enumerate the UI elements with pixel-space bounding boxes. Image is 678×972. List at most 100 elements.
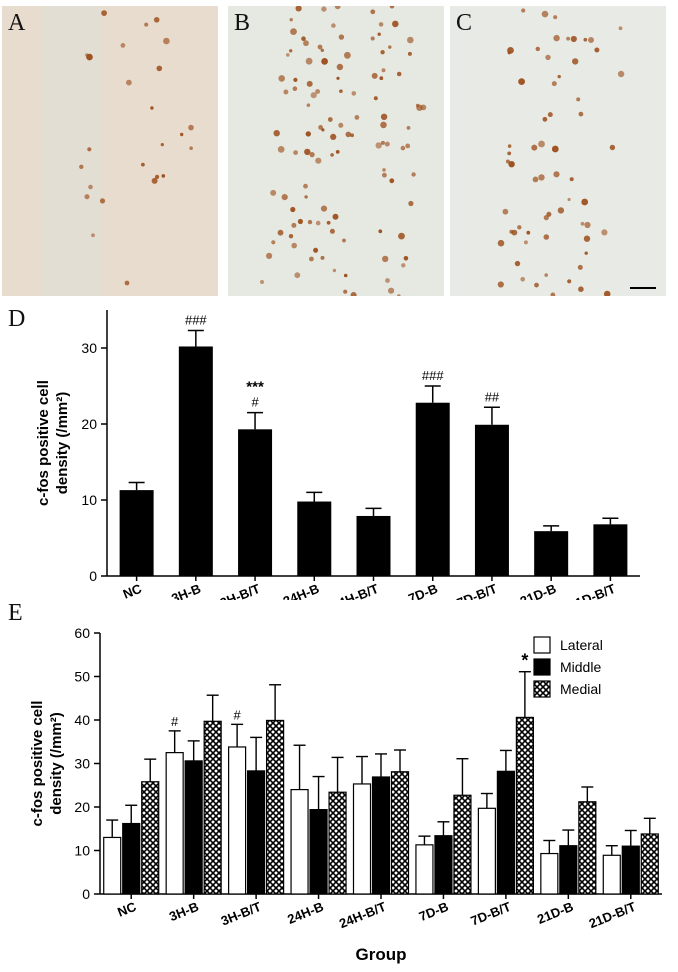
panel-label-b: B xyxy=(234,10,251,36)
legend-swatch-medial xyxy=(533,680,551,698)
bar xyxy=(356,515,391,576)
stained-cell xyxy=(332,268,337,273)
stained-cell xyxy=(377,32,381,36)
bar-lateral xyxy=(228,746,247,895)
bar-middle xyxy=(247,770,266,895)
stained-cell xyxy=(551,145,559,153)
stained-cell xyxy=(342,238,346,243)
stained-cell xyxy=(514,260,521,267)
stained-cell xyxy=(407,51,412,56)
stained-cell xyxy=(380,121,387,129)
legend-label-lateral: Lateral xyxy=(560,637,603,653)
stained-cell xyxy=(535,46,540,52)
stained-cell xyxy=(570,35,577,43)
stained-cell xyxy=(150,106,154,110)
stained-cell xyxy=(379,76,384,81)
y-tick-label: 0 xyxy=(82,886,90,902)
stained-cell xyxy=(318,125,323,130)
stained-cell xyxy=(326,220,331,225)
stained-cell xyxy=(507,144,512,148)
stained-cell xyxy=(331,23,336,28)
y-tick-label: 30 xyxy=(81,340,97,356)
stained-cell xyxy=(370,36,375,41)
stained-cell xyxy=(388,287,395,294)
stained-cell xyxy=(511,229,518,236)
stained-cell xyxy=(526,230,531,235)
stained-cell xyxy=(380,140,385,145)
stained-cell xyxy=(543,234,550,240)
stained-cell xyxy=(384,141,390,147)
stained-cell xyxy=(380,50,385,55)
stained-cell xyxy=(101,10,107,16)
stained-cell xyxy=(566,36,570,41)
stained-cell xyxy=(327,117,333,122)
stained-cell xyxy=(309,152,315,158)
stained-cell xyxy=(305,57,313,65)
stained-cell xyxy=(584,251,588,255)
stained-cell xyxy=(583,235,591,242)
significance-marker: # xyxy=(171,714,179,729)
bar-medial xyxy=(578,801,597,895)
stained-cell xyxy=(588,37,594,43)
stained-cell xyxy=(266,252,273,259)
stained-cell xyxy=(304,195,308,199)
stained-cell xyxy=(334,6,341,10)
stained-cell xyxy=(542,116,548,122)
panel-label-a: A xyxy=(8,10,26,36)
stained-cell xyxy=(534,282,539,288)
stained-cell xyxy=(389,6,395,9)
stained-cell xyxy=(84,194,90,200)
stained-cell xyxy=(281,194,288,201)
stained-cell xyxy=(576,97,581,102)
stained-cell xyxy=(389,178,395,184)
stained-cell xyxy=(120,43,126,48)
x-tick-label: NC xyxy=(121,581,145,600)
y-axis-label-line: c-fos positive cell xyxy=(29,701,46,827)
y-tick-label: 20 xyxy=(81,416,97,432)
x-tick-label: 3H-B xyxy=(169,581,203,600)
stained-cell xyxy=(378,229,383,234)
stained-cell xyxy=(339,89,343,93)
stained-cell xyxy=(508,161,515,168)
stained-cell xyxy=(160,143,164,147)
stained-cell xyxy=(317,44,323,50)
legend-label-middle: Middle xyxy=(560,659,601,675)
bar-middle xyxy=(371,776,391,895)
stained-cell xyxy=(351,91,357,96)
stained-cell xyxy=(618,26,623,31)
bar-medial xyxy=(328,791,347,895)
stained-cell xyxy=(420,104,427,111)
stained-cell xyxy=(321,58,328,65)
stained-cell xyxy=(329,228,335,234)
stained-cell xyxy=(295,6,302,12)
panel-label-d: D xyxy=(8,306,26,332)
x-tick-label: 7D-B xyxy=(417,899,451,924)
stained-cell xyxy=(99,198,106,204)
stained-cell xyxy=(406,126,411,130)
micrograph-c: C xyxy=(450,6,666,296)
micrograph-a: A xyxy=(2,6,218,296)
y-axis-label: c-fos positive cell density (/mm²) xyxy=(29,701,65,827)
stained-cell xyxy=(343,289,348,294)
bar-medial xyxy=(640,833,659,895)
stained-cell xyxy=(370,9,376,15)
stained-cell xyxy=(381,68,386,73)
stained-cell xyxy=(577,264,583,270)
micrograph-b-image xyxy=(228,6,444,296)
x-tick-label: 21D-B/T xyxy=(587,899,638,931)
stained-cell xyxy=(544,273,548,277)
stained-cell xyxy=(88,184,93,190)
stained-cell xyxy=(289,49,293,53)
chart-d: 0 10 20 30 c-fos positive cell density (/mm²)… xyxy=(35,310,640,600)
x-axis-label: Group xyxy=(356,945,407,964)
x-tick-label: 21D-B xyxy=(518,581,558,600)
stained-cell xyxy=(545,54,551,61)
x-tick-label: 24H-B/T xyxy=(329,581,380,600)
chart-e: 0 10 20 30 40 50 60 c-fos positive cell density … xyxy=(29,625,662,964)
bar-medial xyxy=(203,720,222,895)
bar-medial xyxy=(515,716,534,895)
stained-cell xyxy=(91,233,95,238)
y-tick-label: 0 xyxy=(89,568,97,584)
stained-cell xyxy=(371,72,378,79)
stained-cell xyxy=(336,63,344,71)
